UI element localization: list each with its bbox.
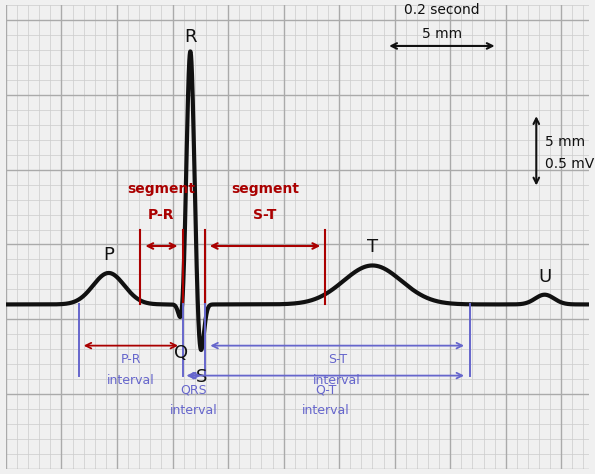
Text: R: R: [184, 28, 196, 46]
Text: P: P: [104, 246, 114, 264]
Text: interval: interval: [302, 404, 350, 417]
Text: interval: interval: [314, 374, 361, 387]
Text: Q: Q: [174, 344, 189, 362]
Text: segment: segment: [127, 182, 195, 196]
Text: P-R: P-R: [121, 353, 141, 366]
Text: interval: interval: [107, 374, 155, 387]
Text: 0.5 mV: 0.5 mV: [544, 156, 594, 171]
Text: Q-T: Q-T: [315, 383, 337, 396]
Text: S-T: S-T: [253, 208, 277, 222]
Text: S-T: S-T: [328, 353, 347, 366]
Text: 0.2 second: 0.2 second: [404, 3, 480, 18]
Text: segment: segment: [231, 182, 299, 196]
Text: S: S: [196, 368, 207, 386]
Text: U: U: [538, 268, 551, 286]
Text: 5 mm: 5 mm: [544, 135, 585, 149]
Text: T: T: [367, 238, 378, 256]
Text: P-R: P-R: [148, 208, 175, 222]
Text: QRS: QRS: [180, 383, 207, 396]
Text: interval: interval: [170, 404, 218, 417]
Text: 5 mm: 5 mm: [422, 27, 462, 41]
